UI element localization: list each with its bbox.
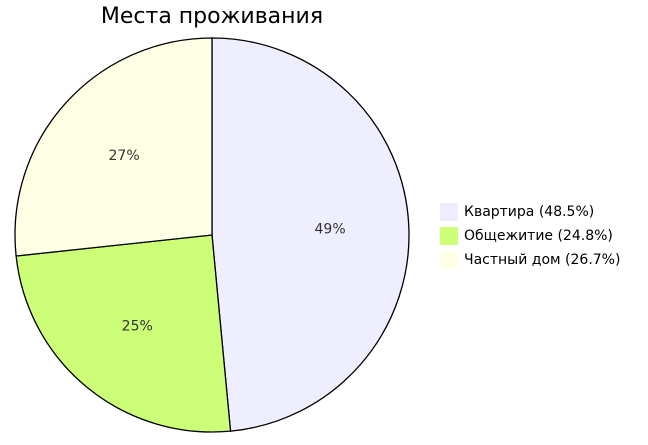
- slice-label-3: 27%: [109, 148, 140, 164]
- pie-slice-3: [14, 37, 213, 257]
- legend-swatch-3: [440, 251, 458, 269]
- pie-slice-2: [15, 234, 232, 433]
- legend-swatch-2: [440, 227, 458, 245]
- slice-label-2: 25%: [122, 319, 153, 335]
- legend-label-2: Общежитие (24.8%): [464, 228, 613, 244]
- slice-label-1: 49%: [315, 221, 346, 237]
- legend-swatch-1: [440, 203, 458, 221]
- legend: Квартира (48.5%) Общежитие (24.8%) Частный…: [440, 200, 620, 272]
- legend-item-3: Частный дом (26.7%): [440, 248, 620, 272]
- legend-label-3: Частный дом (26.7%): [464, 252, 621, 268]
- legend-item-1: Квартира (48.5%): [440, 200, 620, 224]
- chart-title: Места проживания: [100, 4, 324, 29]
- pie-slice-1: [211, 37, 410, 432]
- legend-item-2: Общежитие (24.8%): [440, 224, 620, 248]
- legend-label-1: Квартира (48.5%): [464, 204, 595, 220]
